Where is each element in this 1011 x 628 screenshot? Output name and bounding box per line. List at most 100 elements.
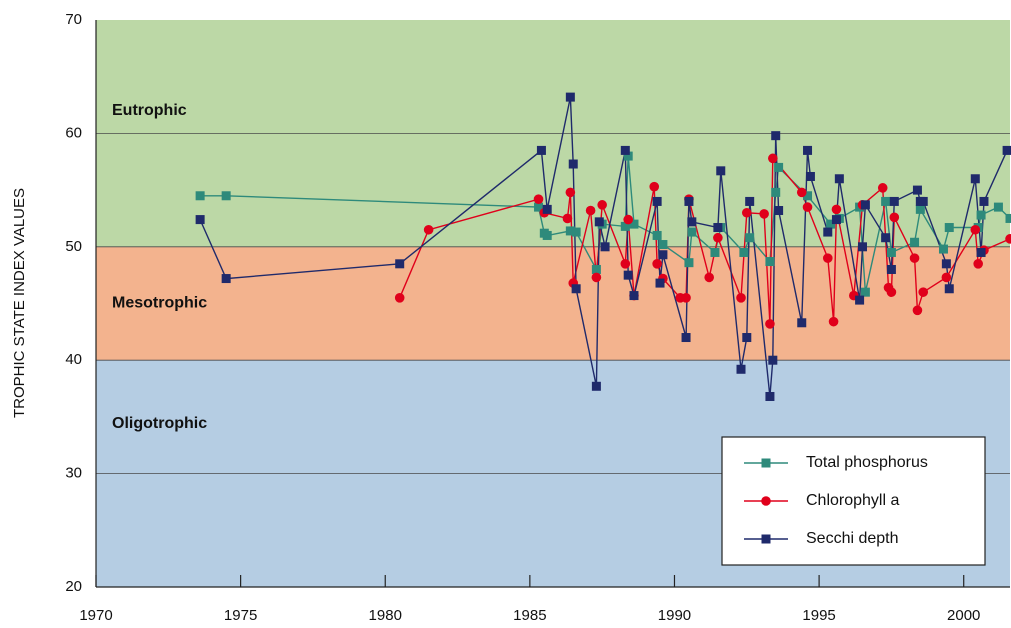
- legend-marker: [761, 458, 771, 468]
- data-point: [713, 232, 723, 243]
- data-point: [585, 205, 596, 216]
- x-tick-label: 1970: [79, 607, 112, 624]
- data-point: [889, 212, 900, 223]
- data-point: [710, 247, 720, 257]
- data-point: [745, 196, 755, 206]
- data-point: [684, 258, 694, 268]
- data-point: [658, 240, 668, 250]
- data-point: [797, 318, 807, 328]
- data-point: [774, 162, 784, 172]
- data-point: [423, 224, 434, 235]
- band-label: Oligotrophic: [112, 415, 207, 432]
- data-point: [658, 250, 668, 260]
- data-point: [912, 185, 922, 195]
- data-point: [655, 278, 665, 288]
- data-point: [855, 295, 865, 305]
- data-point: [1005, 213, 1011, 223]
- x-tick-label: 1985: [513, 607, 546, 624]
- data-point: [765, 257, 775, 267]
- data-point: [649, 181, 660, 192]
- y-tick-label: 40: [65, 351, 82, 368]
- series-line: [200, 156, 1011, 293]
- data-point: [970, 174, 980, 184]
- data-point: [684, 196, 694, 206]
- legend-marker: [761, 534, 771, 544]
- band-label: Mesotrophic: [112, 295, 207, 312]
- data-point: [771, 131, 781, 141]
- data-point: [831, 215, 841, 225]
- data-point: [805, 171, 815, 181]
- data-point: [652, 196, 662, 206]
- data-point: [562, 213, 573, 224]
- x-tick-label: 1995: [802, 607, 835, 624]
- data-point: [594, 217, 604, 227]
- trophic-band: [96, 246, 1010, 361]
- data-point: [736, 364, 746, 374]
- data-point: [834, 174, 844, 184]
- data-point: [739, 247, 749, 257]
- data-point: [591, 264, 601, 274]
- data-point: [620, 221, 630, 231]
- data-point: [195, 191, 205, 201]
- data-point: [1002, 145, 1011, 155]
- data-point: [629, 291, 639, 301]
- data-point: [568, 159, 578, 169]
- data-point: [768, 355, 778, 365]
- data-point: [881, 196, 891, 206]
- data-point: [886, 287, 897, 297]
- y-axis-title: TROPHIC STATE INDEX VALUES: [11, 188, 28, 418]
- legend-label: Secchi depth: [806, 530, 899, 547]
- data-point: [221, 191, 231, 201]
- x-tick-label: 1990: [658, 607, 691, 624]
- data-point: [976, 210, 986, 220]
- y-tick-label: 30: [65, 465, 82, 482]
- data-point: [195, 215, 205, 225]
- data-point: [565, 226, 575, 236]
- data-point: [759, 209, 769, 219]
- data-point: [681, 333, 691, 343]
- data-point: [828, 316, 839, 327]
- data-point: [395, 259, 405, 269]
- data-point: [860, 287, 870, 297]
- data-point: [652, 230, 662, 240]
- data-point: [687, 217, 697, 227]
- data-point: [713, 223, 723, 233]
- data-point: [620, 145, 630, 155]
- data-point: [534, 202, 544, 212]
- data-point: [745, 233, 755, 243]
- data-point: [886, 247, 896, 257]
- y-tick-label: 50: [65, 238, 82, 255]
- data-point: [736, 293, 746, 303]
- data-point: [623, 214, 634, 225]
- data-point: [831, 204, 842, 215]
- data-point: [1005, 234, 1011, 244]
- data-point: [765, 391, 775, 401]
- data-point: [941, 259, 951, 269]
- data-point: [591, 272, 602, 283]
- data-point: [591, 381, 601, 391]
- data-point: [860, 200, 870, 210]
- y-tick-label: 60: [65, 124, 82, 141]
- data-point: [941, 272, 952, 283]
- data-point: [915, 204, 925, 214]
- x-tick-label: 1975: [224, 607, 257, 624]
- data-point: [565, 187, 576, 198]
- data-point: [536, 145, 546, 155]
- data-point: [620, 259, 631, 269]
- data-point: [796, 187, 807, 198]
- data-point: [857, 242, 867, 252]
- data-point: [565, 92, 575, 102]
- data-point: [938, 244, 948, 254]
- legend-marker: [761, 496, 771, 506]
- data-point: [597, 200, 607, 210]
- band-label: Eutrophic: [112, 102, 187, 119]
- data-point: [765, 319, 775, 329]
- data-point: [600, 242, 610, 252]
- legend-label: Chlorophyll a: [806, 492, 899, 509]
- y-tick-label: 20: [65, 578, 82, 595]
- data-point: [623, 270, 633, 280]
- data-point: [918, 287, 929, 297]
- data-point: [542, 230, 552, 240]
- x-tick-label: 2000: [947, 607, 980, 624]
